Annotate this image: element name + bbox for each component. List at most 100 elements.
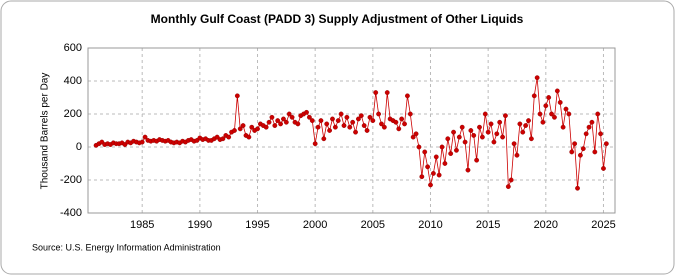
point	[494, 131, 500, 137]
y-tick-label: -200	[60, 174, 82, 186]
point	[367, 114, 373, 120]
point	[534, 75, 540, 81]
point	[344, 114, 350, 120]
point	[307, 114, 312, 120]
x-tick-label: 1995	[245, 219, 269, 231]
x-tick-label: 1985	[130, 219, 154, 231]
point	[531, 93, 537, 99]
point	[278, 121, 283, 127]
point	[246, 134, 252, 140]
point	[425, 164, 431, 170]
point	[295, 121, 301, 127]
point	[327, 128, 332, 133]
point	[586, 124, 592, 130]
point	[433, 154, 439, 160]
chart-title: Monthly Gulf Coast (PADD 3) Supply Adjus…	[151, 12, 524, 26]
point	[546, 95, 552, 100]
point	[402, 121, 407, 127]
point	[350, 119, 356, 125]
point	[283, 119, 289, 125]
point	[451, 129, 456, 135]
x-tick-label: 2015	[476, 219, 500, 231]
point	[335, 118, 341, 124]
point	[592, 149, 598, 155]
point	[526, 118, 531, 124]
point	[370, 118, 376, 124]
point	[353, 129, 358, 135]
point	[384, 90, 390, 95]
point	[578, 152, 583, 158]
x-tick-label: 1990	[188, 219, 212, 231]
point	[543, 103, 549, 109]
point	[523, 123, 529, 128]
point	[405, 93, 410, 99]
point	[456, 134, 462, 140]
point	[468, 128, 474, 133]
point	[537, 111, 543, 117]
point	[399, 116, 405, 122]
point	[505, 184, 511, 190]
point	[552, 114, 557, 120]
point	[601, 166, 606, 171]
point	[454, 147, 459, 153]
point	[477, 124, 482, 130]
point	[445, 136, 451, 142]
point	[410, 134, 416, 140]
point	[376, 111, 381, 117]
point	[142, 134, 148, 140]
point	[422, 149, 428, 155]
point	[364, 128, 370, 133]
y-tick-label: 600	[64, 42, 82, 54]
point	[381, 124, 387, 130]
point	[416, 144, 422, 150]
point	[347, 124, 353, 130]
point	[315, 124, 321, 130]
y-axis-label: Thousand Barrels per Day	[40, 73, 51, 190]
point	[356, 116, 361, 122]
point	[281, 116, 286, 122]
point	[275, 118, 281, 124]
point	[497, 119, 503, 125]
point	[517, 121, 523, 127]
point	[528, 136, 534, 142]
point	[557, 100, 563, 105]
point	[220, 136, 226, 142]
point	[237, 126, 243, 132]
point	[234, 93, 240, 99]
point	[373, 90, 379, 95]
point	[324, 121, 330, 127]
x-tick-label: 2010	[418, 219, 442, 231]
point	[309, 118, 315, 124]
point	[249, 124, 255, 130]
y-tick-label: 400	[64, 75, 82, 87]
point	[393, 119, 399, 125]
point	[598, 131, 603, 137]
point	[338, 111, 344, 117]
point	[511, 141, 517, 147]
point	[312, 141, 318, 147]
point	[482, 111, 488, 117]
point	[269, 114, 275, 120]
y-tick-label: -400	[60, 207, 82, 219]
x-tick-label: 2000	[303, 219, 327, 231]
point	[488, 121, 494, 127]
point	[361, 123, 367, 128]
point	[448, 151, 454, 157]
point	[549, 111, 554, 117]
point	[407, 111, 413, 117]
source-note: Source: U.S. Energy Information Administ…	[32, 242, 221, 252]
point	[462, 139, 468, 145]
point	[318, 118, 324, 124]
point	[439, 144, 445, 150]
plot-frame	[87, 47, 616, 214]
point	[330, 116, 335, 122]
point	[479, 134, 485, 140]
point	[266, 119, 272, 125]
point	[603, 141, 609, 147]
point	[139, 139, 145, 145]
point	[465, 167, 471, 173]
point	[436, 172, 442, 178]
point	[563, 106, 569, 112]
point	[413, 131, 419, 137]
point	[332, 124, 338, 130]
